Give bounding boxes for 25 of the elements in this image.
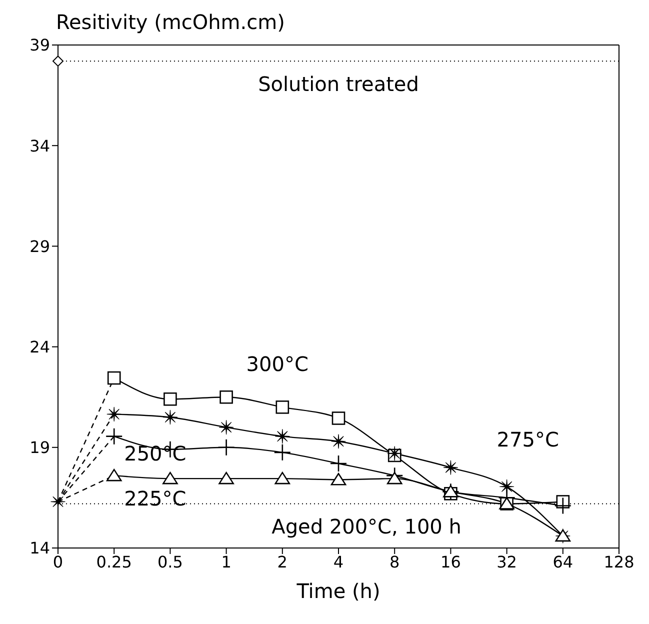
x-axis-title: Time (h) <box>296 579 380 603</box>
y-tick-label: 19 <box>30 438 50 458</box>
x-tick-label: 16 <box>440 552 461 572</box>
series-label: 300°C <box>246 352 308 376</box>
y-tick-label: 14 <box>30 538 50 558</box>
y-axis-title: Resitivity (mcOhm.cm) <box>56 9 286 36</box>
ref-line-label: Aged 200°C, 100 h <box>272 514 462 539</box>
series-label: 225°C <box>124 486 186 511</box>
x-tick-label: 64 <box>552 552 574 572</box>
x-tick-label: 128 <box>604 552 634 572</box>
y-tick-label: 39 <box>30 36 50 55</box>
x-tick-label: 2 <box>277 552 288 572</box>
x-tick-label: 8 <box>390 552 400 572</box>
ref-line-label: Solution treated <box>258 72 419 96</box>
x-tick-label: 32 <box>496 552 517 572</box>
series-label: 250°C <box>124 441 186 466</box>
x-tick-label: 0 <box>52 552 64 572</box>
x-tick-label: 4 <box>333 552 344 572</box>
y-tick-label: 29 <box>30 236 50 256</box>
y-tick-label: 24 <box>30 337 50 356</box>
x-tick-label: 1 <box>221 552 232 572</box>
x-tick-label: 0.25 <box>96 552 132 572</box>
y-tick-label: 34 <box>30 136 50 156</box>
series-label: 275°C <box>496 428 559 452</box>
x-tick-label: 0.5 <box>157 552 183 572</box>
